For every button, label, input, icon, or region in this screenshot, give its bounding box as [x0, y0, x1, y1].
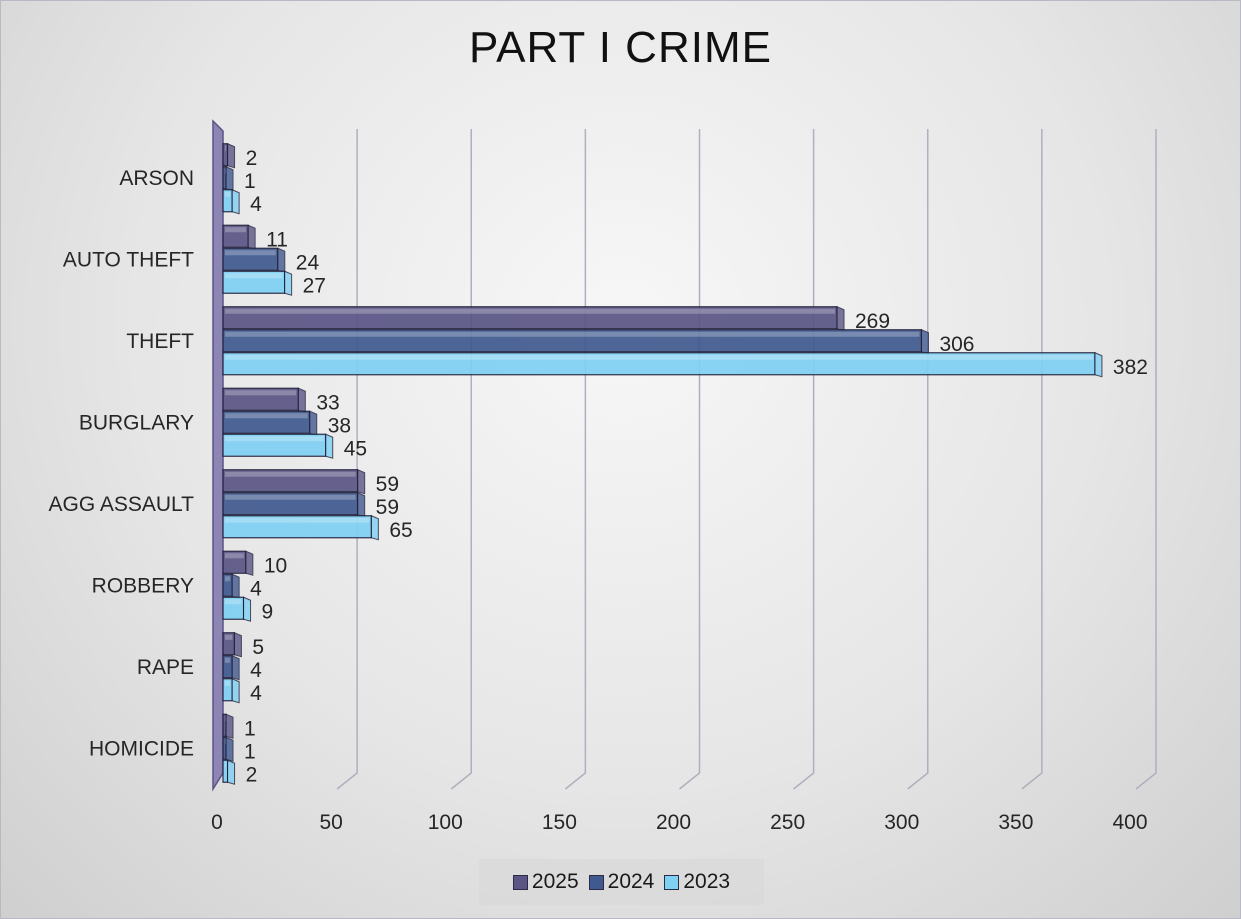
data-label: 11 — [266, 228, 288, 251]
data-label: 10 — [264, 554, 287, 577]
gridline — [907, 129, 929, 790]
legend-swatch — [512, 874, 528, 890]
chart-title: PART I CRIME — [469, 23, 772, 72]
bar-2025 — [222, 631, 242, 658]
bar-2024 — [222, 736, 234, 762]
legend-label: 2025 — [531, 870, 579, 893]
bar-2024 — [222, 491, 366, 518]
axes — [212, 119, 224, 792]
bar-2025 — [222, 387, 306, 413]
data-label: 45 — [344, 437, 367, 460]
bar-2023 — [222, 351, 1103, 378]
legend-label: 2023 — [683, 870, 731, 893]
bar-2023 — [222, 188, 240, 215]
legend-swatch — [588, 874, 604, 890]
data-label: 1 — [244, 170, 256, 193]
x-tick-label: 400 — [1112, 811, 1147, 834]
x-tick-label: 100 — [428, 811, 463, 834]
bar-2024 — [222, 328, 929, 355]
bar-2025 — [222, 305, 845, 332]
bar-2023 — [222, 596, 252, 622]
data-label: 65 — [389, 519, 412, 542]
data-label: 5 — [252, 636, 264, 659]
data-label: 1 — [244, 717, 256, 740]
gridline — [450, 129, 472, 790]
bar-2025 — [222, 224, 256, 250]
data-label: 27 — [303, 274, 326, 297]
bar-2025 — [222, 142, 236, 169]
bars — [222, 142, 1103, 785]
data-label: 38 — [328, 414, 351, 437]
legend-swatch — [664, 874, 680, 890]
category-label: AGG ASSAULT — [49, 493, 195, 516]
data-label: 2 — [246, 763, 258, 786]
bar-2024 — [222, 247, 286, 273]
legend-item-2024: 2024 — [588, 870, 655, 894]
gridline — [564, 129, 587, 790]
data-label: 33 — [316, 391, 339, 414]
data-label: 4 — [250, 682, 262, 705]
bar-2024 — [222, 410, 318, 436]
bar-2024 — [222, 165, 234, 192]
category-label: ROBBERY — [92, 574, 194, 597]
data-label: 59 — [376, 473, 399, 496]
data-label: 382 — [1113, 356, 1148, 379]
data-label: 59 — [376, 496, 399, 519]
legend-label: 2024 — [607, 870, 655, 893]
bar-2023 — [222, 270, 293, 296]
bar-2025 — [222, 550, 254, 576]
x-tick-label: 0 — [211, 811, 223, 834]
bar-2025 — [222, 713, 234, 739]
category-label: THEFT — [126, 330, 194, 353]
gridline — [1135, 129, 1157, 790]
bar-2024 — [222, 654, 240, 681]
legend-item-2023: 2023 — [664, 870, 730, 894]
data-label: 306 — [939, 333, 974, 356]
category-label: RAPE — [137, 656, 194, 679]
category-label: HOMICIDE — [89, 737, 194, 760]
x-tick-label: 300 — [884, 811, 919, 834]
data-label: 24 — [296, 251, 320, 274]
legend: 2025 2024 2023 — [479, 859, 764, 905]
data-label: 4 — [250, 193, 262, 216]
data-label: 4 — [250, 659, 262, 682]
x-tick-label: 150 — [542, 811, 577, 834]
category-label: AUTO THEFT — [63, 248, 194, 271]
bar-2025 — [222, 468, 366, 495]
x-tick-label: 250 — [770, 811, 805, 834]
bar-2023 — [222, 677, 240, 704]
x-tick-label: 50 — [319, 811, 342, 834]
data-label: 2 — [246, 147, 258, 170]
gridline — [679, 129, 701, 790]
data-label: 1 — [244, 740, 256, 763]
gridline — [1021, 129, 1043, 790]
category-label: ARSON — [119, 167, 194, 190]
data-label: 4 — [250, 577, 262, 600]
y-axis — [212, 119, 224, 792]
legend-item-2025: 2025 — [512, 870, 579, 894]
bar-2024 — [222, 573, 240, 599]
category-label: BURGLARY — [79, 411, 194, 434]
bar-2023 — [222, 759, 236, 785]
data-label: 269 — [855, 310, 890, 333]
bar-2023 — [222, 514, 379, 541]
gridlines — [336, 129, 1157, 790]
gridline — [793, 129, 815, 790]
bar-2023 — [222, 433, 334, 459]
x-tick-label: 350 — [998, 811, 1033, 834]
x-tick-label: 200 — [656, 811, 691, 834]
data-label: 9 — [262, 600, 274, 623]
